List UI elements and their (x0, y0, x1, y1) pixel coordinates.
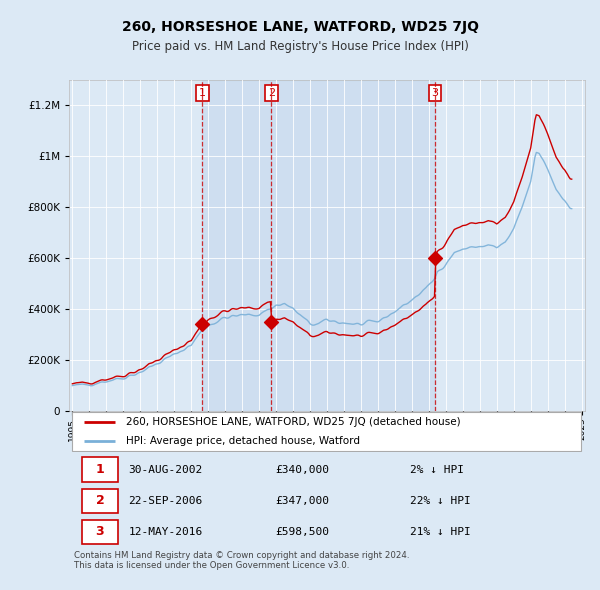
Text: HPI: Average price, detached house, Watford: HPI: Average price, detached house, Watf… (126, 436, 360, 446)
FancyBboxPatch shape (82, 520, 118, 544)
Text: 2% ↓ HPI: 2% ↓ HPI (410, 465, 464, 474)
Text: 12-MAY-2016: 12-MAY-2016 (128, 527, 203, 537)
Text: 260, HORSESHOE LANE, WATFORD, WD25 7JQ: 260, HORSESHOE LANE, WATFORD, WD25 7JQ (121, 19, 479, 34)
Text: 22% ↓ HPI: 22% ↓ HPI (410, 496, 470, 506)
Text: 1: 1 (95, 463, 104, 476)
Text: £340,000: £340,000 (275, 465, 329, 474)
Text: 1: 1 (199, 88, 206, 98)
Text: £598,500: £598,500 (275, 527, 329, 537)
Text: 3: 3 (431, 88, 439, 98)
Text: £347,000: £347,000 (275, 496, 329, 506)
Point (197, 319, 207, 329)
FancyBboxPatch shape (71, 412, 581, 451)
Point (266, 317, 276, 327)
Text: Contains HM Land Registry data © Crown copyright and database right 2024.
This d: Contains HM Land Registry data © Crown c… (74, 551, 410, 571)
Text: 260, HORSESHOE LANE, WATFORD, WD25 7JQ (detached house): 260, HORSESHOE LANE, WATFORD, WD25 7JQ (… (126, 417, 460, 427)
Text: 30-AUG-2002: 30-AUG-2002 (128, 465, 203, 474)
Text: 21% ↓ HPI: 21% ↓ HPI (410, 527, 470, 537)
FancyBboxPatch shape (82, 457, 118, 482)
Point (430, 254, 440, 263)
Bar (271, 80, 435, 411)
Text: 2: 2 (95, 494, 104, 507)
Text: 2: 2 (268, 88, 275, 98)
Text: Price paid vs. HM Land Registry's House Price Index (HPI): Price paid vs. HM Land Registry's House … (131, 40, 469, 53)
Text: 3: 3 (95, 526, 104, 539)
Text: 22-SEP-2006: 22-SEP-2006 (128, 496, 203, 506)
Bar (202, 80, 271, 411)
FancyBboxPatch shape (82, 489, 118, 513)
